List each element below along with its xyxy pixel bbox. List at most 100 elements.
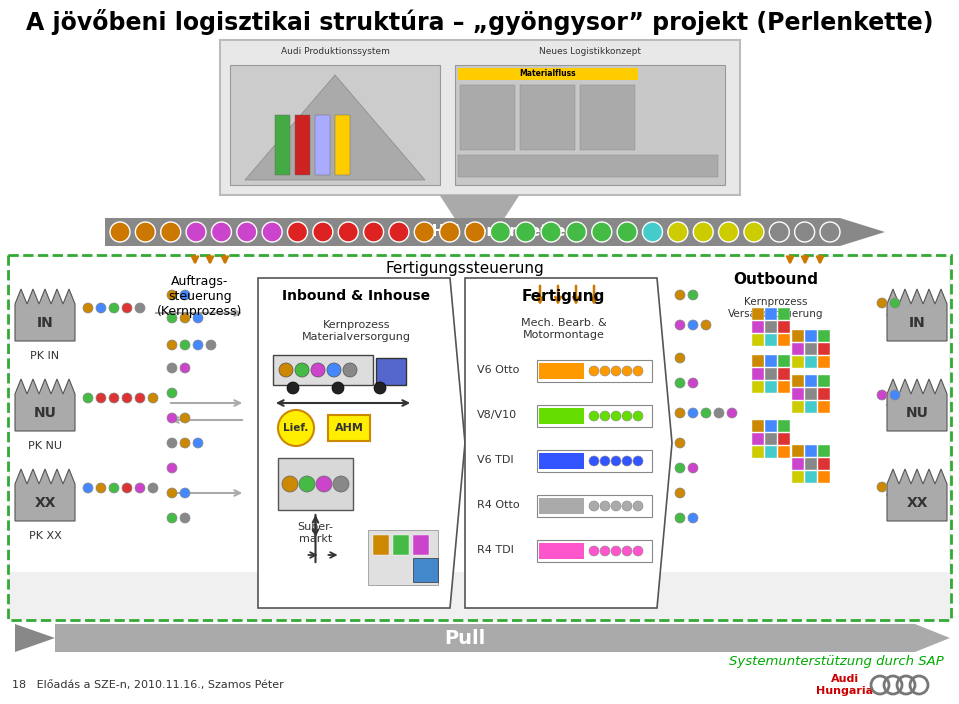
Circle shape <box>633 501 643 511</box>
Bar <box>778 381 790 393</box>
Text: R4 Otto: R4 Otto <box>477 500 520 510</box>
Text: Neues Logistikkonzept: Neues Logistikkonzept <box>539 47 641 56</box>
Text: IN: IN <box>36 316 54 330</box>
Text: Outbound: Outbound <box>734 272 818 287</box>
Text: XX: XX <box>35 496 56 510</box>
Circle shape <box>96 483 106 493</box>
Text: Materialfluss: Materialfluss <box>520 70 576 79</box>
Circle shape <box>675 290 685 300</box>
Circle shape <box>675 438 685 448</box>
Circle shape <box>167 463 177 473</box>
Circle shape <box>363 222 384 242</box>
Circle shape <box>374 382 386 394</box>
Circle shape <box>611 546 621 556</box>
Bar <box>792 330 804 342</box>
Bar <box>275 115 290 175</box>
Bar <box>10 257 949 572</box>
Circle shape <box>589 366 599 376</box>
Text: V6 TDI: V6 TDI <box>477 455 514 465</box>
Bar <box>55 624 915 652</box>
Circle shape <box>567 222 587 242</box>
Circle shape <box>600 366 610 376</box>
Circle shape <box>675 353 685 363</box>
Circle shape <box>279 363 293 377</box>
Text: Audi
Hungaria: Audi Hungaria <box>816 674 874 696</box>
Polygon shape <box>915 624 950 652</box>
Circle shape <box>600 501 610 511</box>
Text: Pull: Pull <box>444 629 485 648</box>
Bar <box>752 446 764 458</box>
Text: NU: NU <box>905 406 928 420</box>
Polygon shape <box>258 278 465 608</box>
Circle shape <box>877 390 887 400</box>
Circle shape <box>211 222 231 242</box>
Bar <box>818 356 830 368</box>
Bar <box>393 535 409 555</box>
Circle shape <box>180 290 190 300</box>
Text: PK IN: PK IN <box>31 351 59 361</box>
Bar <box>752 308 764 320</box>
Bar <box>752 355 764 367</box>
Polygon shape <box>15 469 75 521</box>
Circle shape <box>316 476 332 492</box>
Bar <box>105 218 840 246</box>
Circle shape <box>622 366 632 376</box>
Text: V8/V10: V8/V10 <box>477 410 517 420</box>
Bar <box>413 535 429 555</box>
Bar <box>818 388 830 400</box>
Bar <box>278 458 353 510</box>
Circle shape <box>109 393 119 403</box>
Bar <box>376 358 406 385</box>
Polygon shape <box>887 289 947 341</box>
Bar <box>455 65 725 185</box>
Bar <box>230 65 440 185</box>
Bar <box>752 420 764 432</box>
Circle shape <box>295 363 309 377</box>
Circle shape <box>688 463 698 473</box>
Bar <box>818 401 830 413</box>
Circle shape <box>135 222 155 242</box>
Circle shape <box>688 320 698 330</box>
Circle shape <box>675 378 685 388</box>
Text: R4 TDI: R4 TDI <box>477 545 514 555</box>
Circle shape <box>611 456 621 466</box>
Polygon shape <box>439 195 520 218</box>
Bar <box>752 433 764 445</box>
Circle shape <box>675 320 685 330</box>
Text: Super-
markt: Super- markt <box>297 522 334 543</box>
Circle shape <box>109 483 119 493</box>
Circle shape <box>589 456 599 466</box>
Text: Fertigungssteuerung: Fertigungssteuerung <box>386 260 545 275</box>
Circle shape <box>135 303 145 313</box>
Circle shape <box>633 456 643 466</box>
Circle shape <box>600 456 610 466</box>
Text: Auftrags-
steuerung
(Kernprozess): Auftrags- steuerung (Kernprozess) <box>157 275 243 318</box>
Bar <box>778 334 790 346</box>
Bar <box>818 343 830 355</box>
Circle shape <box>122 393 132 403</box>
Bar <box>765 321 777 333</box>
Circle shape <box>389 222 409 242</box>
Circle shape <box>122 303 132 313</box>
Bar <box>792 388 804 400</box>
Circle shape <box>186 222 206 242</box>
Circle shape <box>332 382 344 394</box>
Bar <box>752 368 764 380</box>
Circle shape <box>193 438 203 448</box>
Circle shape <box>465 222 485 242</box>
Circle shape <box>820 222 840 242</box>
Circle shape <box>769 222 789 242</box>
Text: PK XX: PK XX <box>29 531 61 541</box>
Bar <box>765 381 777 393</box>
Bar <box>792 401 804 413</box>
Bar <box>765 420 777 432</box>
Circle shape <box>693 222 713 242</box>
Circle shape <box>333 476 349 492</box>
Text: XX: XX <box>906 496 927 510</box>
Circle shape <box>193 313 203 323</box>
Circle shape <box>288 222 308 242</box>
Circle shape <box>589 501 599 511</box>
Bar <box>539 498 584 514</box>
Circle shape <box>148 483 158 493</box>
Bar <box>460 85 515 150</box>
